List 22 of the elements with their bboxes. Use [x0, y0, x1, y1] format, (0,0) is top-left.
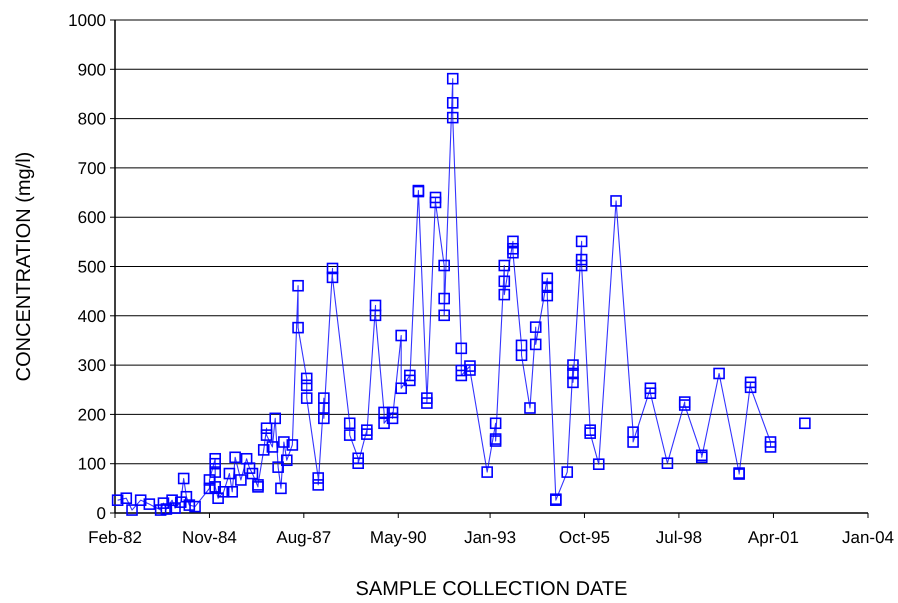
x-tick-label: Nov-84	[182, 528, 237, 547]
y-tick-label: 200	[78, 405, 106, 424]
x-tick-label: Jan-04	[842, 528, 894, 547]
y-tick-label: 800	[78, 110, 106, 129]
x-tick-label: Feb-82	[88, 528, 142, 547]
x-tick-label: Apr-01	[748, 528, 799, 547]
y-tick-label: 500	[78, 257, 106, 276]
y-tick-label: 300	[78, 356, 106, 376]
y-tick-label: 100	[78, 454, 106, 474]
x-tick-label: Jul-98	[656, 528, 702, 547]
y-tick-label: 400	[78, 306, 106, 326]
y-tick-label: 1000	[68, 10, 106, 30]
x-tick-label: Aug-87	[276, 528, 332, 547]
x-tick-label: May-90	[370, 528, 427, 547]
y-axis-title: CONCENTRATION (mg/l)	[13, 152, 35, 382]
x-tick-label: Jan-93	[464, 528, 516, 547]
x-tick-label: Oct-95	[558, 528, 610, 547]
y-tick-label: 700	[78, 158, 106, 178]
y-tick-label: 900	[78, 60, 106, 80]
y-tick-label: 0	[96, 504, 106, 523]
y-tick-label: 600	[78, 208, 106, 228]
x-axis-title: SAMPLE COLLECTION DATE	[356, 578, 628, 600]
